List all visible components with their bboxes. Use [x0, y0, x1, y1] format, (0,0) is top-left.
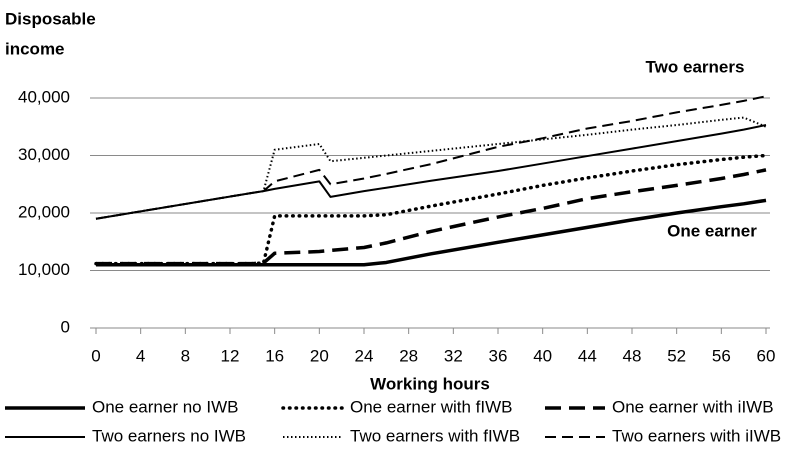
y-tick-label: 20,000 — [18, 202, 70, 221]
series-line — [95, 95, 767, 220]
x-tick-label: 4 — [136, 346, 145, 365]
x-tick-label: 20 — [310, 346, 329, 365]
legend-label: One earner with iIWB — [612, 397, 774, 416]
series-line — [95, 124, 767, 220]
x-tick-label: 44 — [578, 346, 597, 365]
legend-label: One earner with fIWB — [350, 397, 513, 416]
x-tick-label: 48 — [623, 346, 642, 365]
x-tick-label: 0 — [91, 346, 100, 365]
series-line — [94, 153, 768, 266]
legend-label: Two earners with fIWB — [350, 426, 520, 445]
x-tick-label: 28 — [399, 346, 418, 365]
y-tick-label: 40,000 — [18, 87, 70, 106]
y-tick-label: 30,000 — [18, 145, 70, 164]
annotation: One earner — [667, 221, 757, 240]
y-tick-label: 10,000 — [18, 260, 70, 279]
x-tick-label: 60 — [757, 346, 776, 365]
x-axis-title: Working hours — [370, 374, 490, 393]
x-tick-label: 32 — [444, 346, 463, 365]
x-tick-label: 24 — [355, 346, 374, 365]
series-line — [96, 168, 767, 266]
legend-label: Two earners with iIWB — [612, 426, 781, 445]
x-tick-label: 52 — [667, 346, 686, 365]
annotation: Two earners — [646, 57, 745, 76]
legend-label: Two earners no IWB — [92, 426, 246, 445]
y-axis-title: Disposable — [5, 9, 96, 28]
x-tick-label: 36 — [489, 346, 508, 365]
x-tick-label: 8 — [181, 346, 190, 365]
x-tick-label: 16 — [265, 346, 284, 365]
x-tick-label: 12 — [221, 346, 240, 365]
x-tick-label: 56 — [712, 346, 731, 365]
x-tick-label: 40 — [533, 346, 552, 365]
legend-label: One earner no IWB — [92, 397, 238, 416]
y-axis-title: income — [5, 39, 65, 58]
y-tick-label: 0 — [61, 317, 70, 336]
series-line — [95, 116, 767, 220]
series-line — [96, 198, 767, 267]
